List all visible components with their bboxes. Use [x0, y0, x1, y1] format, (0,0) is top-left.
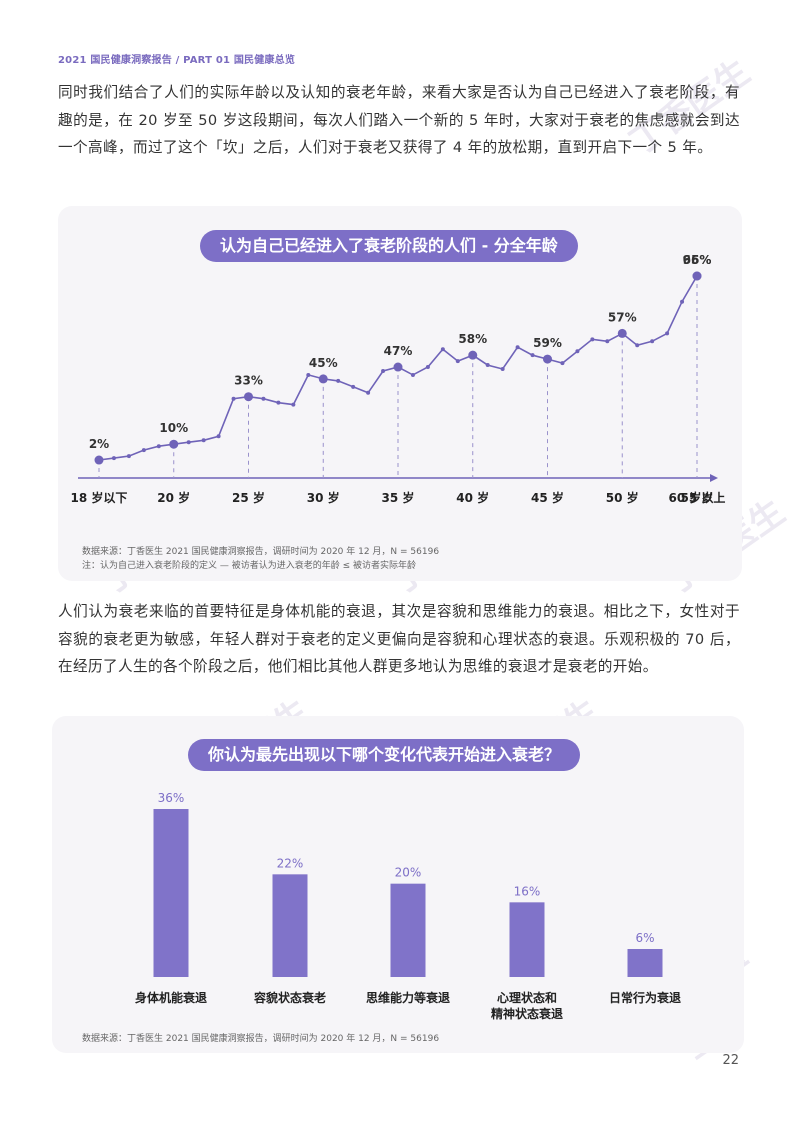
bar-value-label: 6% — [635, 931, 654, 945]
line-chart-title: 认为自己已经进入了衰老阶段的人们 - 分全年龄 — [200, 230, 578, 262]
data-point — [410, 372, 415, 377]
page-number: 22 — [722, 1053, 739, 1068]
highlight-point — [692, 271, 702, 281]
data-point — [336, 378, 341, 383]
tick-label: 50 岁 — [606, 490, 639, 505]
tick-label: 25 岁 — [232, 490, 265, 505]
data-point — [216, 434, 221, 439]
data-label: 58% — [458, 332, 487, 346]
bar — [272, 874, 308, 977]
category-label: 容貌状态衰老 — [253, 990, 326, 1005]
tick-label: 55 岁 — [681, 490, 714, 505]
data-label: 57% — [608, 310, 637, 324]
tick-label: 20 岁 — [157, 490, 190, 505]
highlight-point — [393, 362, 403, 372]
intro-paragraph: 同时我们结合了人们的实际年龄以及认知的衰老年龄，来看大家是否认为自己已经进入了衰… — [58, 84, 740, 156]
data-point — [291, 402, 296, 407]
bar — [627, 949, 663, 977]
data-label: 59% — [533, 336, 562, 350]
highlight-point — [169, 439, 179, 449]
bar — [153, 809, 189, 977]
source-line: 数据来源：丁香医生 2021 国民健康洞察报告，调研时间为 2020 年 12 … — [82, 547, 440, 557]
data-point — [590, 337, 595, 342]
tick-label: 60 岁以上 — [669, 490, 726, 505]
category-label: 心理状态和 — [497, 990, 557, 1005]
note-line: 注：认为自己进入衰老阶段的定义 — 被访者认为进入衰老的年龄 ≤ 被访者实际年龄 — [82, 561, 416, 571]
data-label: 45% — [309, 356, 338, 370]
data-point — [455, 359, 460, 364]
data-point — [635, 343, 640, 348]
line-chart-card — [58, 206, 742, 581]
highlight-point — [318, 374, 328, 384]
data-point — [530, 353, 535, 358]
data-label: 10% — [159, 421, 188, 435]
line-chart-source: 数据来源：丁香医生 2021 国民健康洞察报告，调研时间为 2020 年 12 … — [82, 545, 439, 573]
category-label: 日常行为衰退 — [609, 990, 681, 1005]
data-point — [351, 384, 356, 389]
bar-chart-title: 你认为最先出现以下哪个变化代表开始进入衰老？ — [188, 739, 581, 771]
page-header: 2021 国民健康洞察报告 / PART 01 国民健康总览 — [58, 55, 296, 66]
data-label: 2% — [89, 437, 109, 451]
data-point — [485, 363, 490, 368]
tick-label: 30 岁 — [307, 490, 340, 505]
tick-label: 18 岁以下 — [71, 490, 128, 505]
data-point — [186, 440, 191, 445]
data-point — [261, 396, 266, 401]
category-label: 精神状态衰退 — [491, 1006, 563, 1021]
data-point — [231, 396, 236, 401]
data-point — [560, 361, 565, 366]
tick-label: 40 岁 — [456, 490, 489, 505]
x-axis-arrow — [710, 474, 718, 482]
data-point — [515, 345, 520, 350]
data-point — [306, 372, 311, 377]
data-point — [665, 331, 670, 336]
bar-value-label: 16% — [514, 884, 541, 898]
bar-value-label: 36% — [158, 791, 185, 805]
data-point — [680, 299, 685, 304]
data-point — [440, 347, 445, 352]
data-point — [650, 339, 655, 344]
data-point — [201, 438, 206, 443]
data-point — [425, 365, 430, 370]
data-point — [381, 368, 386, 373]
data-point — [276, 400, 281, 405]
highlight-point — [468, 350, 478, 360]
data-point — [141, 448, 146, 453]
bar — [390, 883, 426, 977]
highlight-point — [543, 354, 552, 364]
highlight-point — [244, 392, 253, 402]
data-label: 66% — [683, 253, 712, 267]
data-point — [575, 349, 580, 354]
data-point — [126, 454, 131, 459]
data-label: 95% — [683, 253, 712, 267]
tick-label: 35 岁 — [382, 490, 415, 505]
data-point — [500, 367, 505, 372]
data-label: 33% — [234, 374, 263, 388]
data-point — [605, 339, 610, 344]
highlight-point — [94, 455, 104, 465]
bar-value-label: 22% — [277, 856, 304, 870]
second-paragraph: 人们认为衰老来临的首要特征是身体机能的衰退，其次是容貌和思维能力的衰退。相比之下… — [58, 603, 740, 675]
bar-value-label: 20% — [395, 866, 422, 880]
data-point — [156, 444, 161, 449]
data-point — [111, 456, 116, 461]
data-label: 47% — [384, 344, 413, 358]
category-label: 身体机能衰退 — [135, 990, 207, 1005]
bar-chart-source: 数据来源：丁香医生 2021 国民健康洞察报告，调研时间为 2020 年 12 … — [82, 1034, 440, 1044]
highlight-point — [617, 328, 627, 338]
data-point — [366, 390, 371, 395]
bar — [509, 902, 545, 977]
category-label: 思维能力等衰退 — [366, 990, 450, 1005]
tick-label: 45 岁 — [531, 490, 564, 505]
